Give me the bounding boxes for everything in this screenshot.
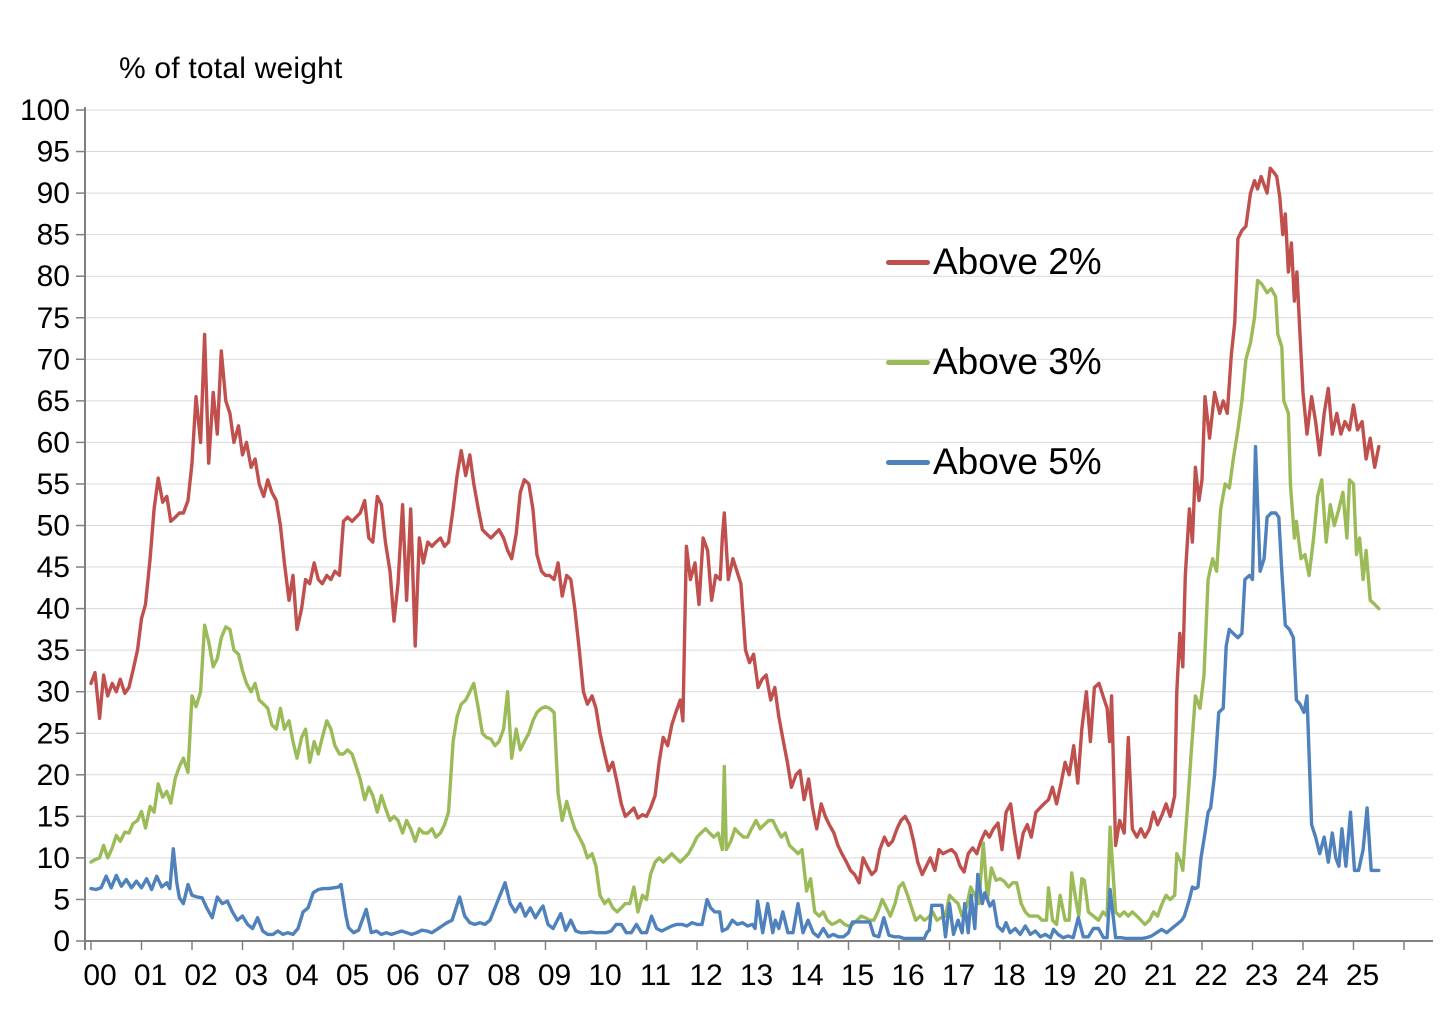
y-axis-label-15: 15: [37, 800, 70, 833]
x-axis-label-21: 21: [1144, 959, 1177, 992]
legend-label: Above 5%: [933, 441, 1102, 482]
legend-line-swatch-green: [886, 359, 930, 365]
series-line-above-3-: [89, 278, 1381, 928]
x-axis-label-10: 10: [588, 959, 621, 992]
y-axis-label-30: 30: [37, 676, 70, 709]
y-axis-label-5: 5: [53, 883, 70, 916]
y-axis-label-25: 25: [37, 717, 70, 750]
legend-line-swatch-blue: [886, 459, 930, 465]
x-axis-label-11: 11: [640, 959, 671, 992]
x-axis-label-02: 02: [184, 959, 217, 992]
x-axis-label-06: 06: [386, 959, 419, 992]
legend-label: Above 2%: [933, 241, 1102, 282]
y-axis-label-75: 75: [37, 302, 70, 335]
y-axis-label-65: 65: [37, 385, 70, 418]
y-axis-label-20: 20: [37, 759, 70, 792]
y-axis-label-80: 80: [37, 260, 70, 293]
x-axis-label-07: 07: [437, 959, 470, 992]
x-axis-label-23: 23: [1245, 959, 1278, 992]
x-axis-label-12: 12: [689, 959, 722, 992]
y-axis-label-60: 60: [37, 426, 70, 459]
y-axis-label-90: 90: [37, 177, 70, 210]
x-axis-label-01: 01: [134, 959, 167, 992]
x-axis-label-04: 04: [285, 959, 318, 992]
y-axis-label-100: 100: [20, 94, 70, 127]
y-axis-label-40: 40: [37, 593, 70, 626]
legend-item-above-3: Above 3%: [886, 340, 1102, 384]
x-axis-label-03: 03: [235, 959, 268, 992]
x-axis-label-09: 09: [538, 959, 571, 992]
x-axis-label-16: 16: [891, 959, 924, 992]
x-axis-label-19: 19: [1043, 959, 1076, 992]
x-axis-label-24: 24: [1295, 959, 1328, 992]
chart-title: % of total weight: [119, 52, 343, 85]
legend-label: Above 3%: [933, 341, 1102, 382]
x-axis-label-20: 20: [1093, 959, 1126, 992]
x-axis-label-15: 15: [841, 959, 874, 992]
legend-item-above-5: Above 5%: [886, 440, 1102, 484]
x-axis-label-13: 13: [740, 959, 773, 992]
y-axis-label-50: 50: [37, 510, 70, 543]
legend-item-above-2: Above 2%: [886, 240, 1102, 284]
x-axis-label-18: 18: [992, 959, 1025, 992]
y-axis-label-85: 85: [37, 219, 70, 252]
y-axis-label-35: 35: [37, 634, 70, 667]
x-axis-label-05: 05: [336, 959, 369, 992]
y-axis-label-95: 95: [37, 136, 70, 169]
series-line-above-5-: [89, 444, 1381, 941]
x-axis-label-14: 14: [790, 959, 823, 992]
y-axis-label-70: 70: [37, 343, 70, 376]
x-axis-label-17: 17: [942, 959, 975, 992]
x-axis-label-25: 25: [1346, 959, 1379, 992]
x-axis-label-00: 00: [83, 959, 116, 992]
legend-line-swatch-red: [886, 259, 930, 265]
y-axis-label-55: 55: [37, 468, 70, 501]
x-axis-label-22: 22: [1194, 959, 1227, 992]
legend: Above 2% Above 3% Above 5%: [886, 240, 1102, 540]
x-axis-label-08: 08: [487, 959, 520, 992]
y-axis-label-45: 45: [37, 551, 70, 584]
series-line-above-2-: [89, 166, 1381, 885]
y-axis-label-10: 10: [37, 842, 70, 875]
y-axis-label-0: 0: [53, 925, 70, 958]
